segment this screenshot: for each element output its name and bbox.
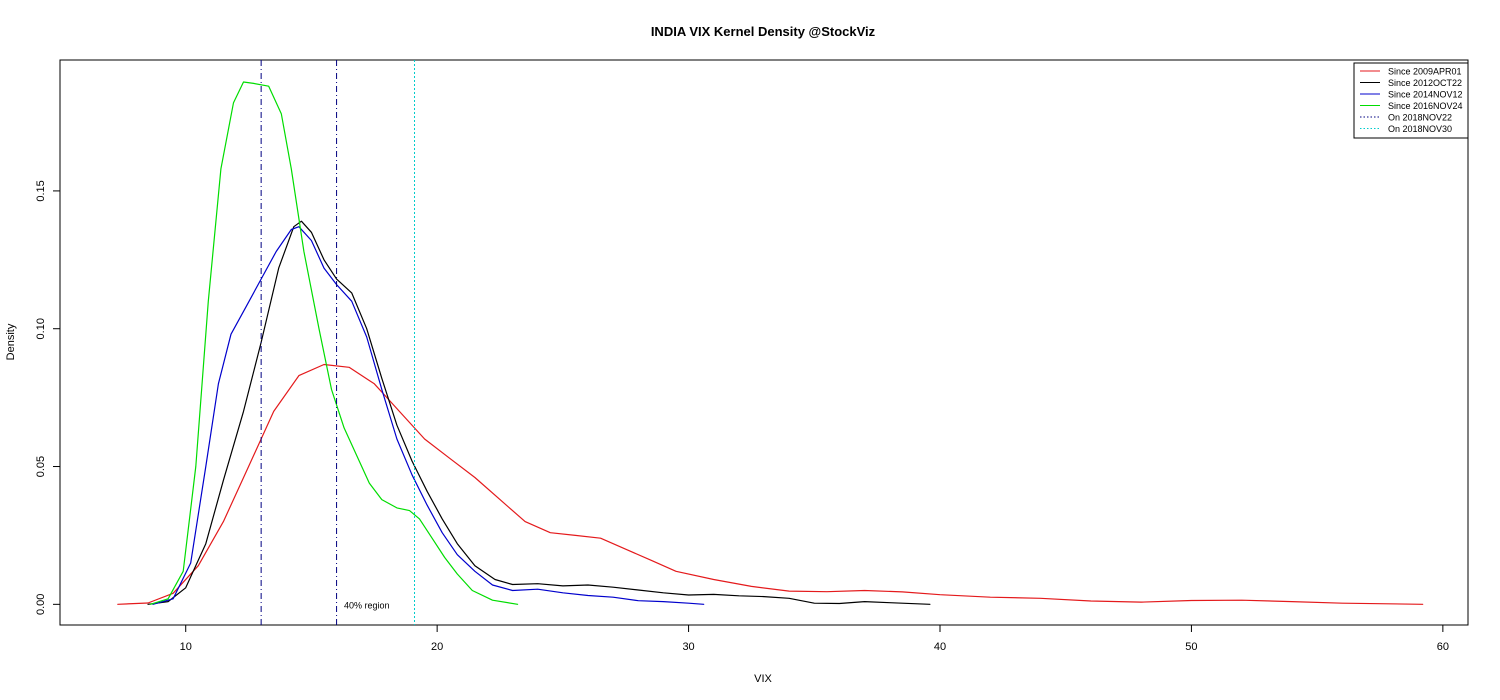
series-line-0 (117, 363, 1424, 605)
reference-lines (260, 60, 416, 625)
legend-box (1353, 62, 1469, 139)
x-tick-label: 60 (1437, 641, 1449, 653)
y-axis-label: Density (5, 323, 17, 360)
region-annotation: 40% region (344, 600, 390, 610)
chart-title: INDIA VIX Kernel Density @StockViz (651, 24, 876, 39)
x-axis: 10 20 30 40 50 60 (180, 625, 1449, 653)
y-tick-label: 0.05 (35, 456, 47, 477)
x-tick-label: 40 (934, 641, 946, 653)
x-tick-label: 50 (1185, 641, 1197, 653)
x-tick-label: 20 (431, 641, 443, 653)
legend-label: Since 2012OCT22 (1388, 78, 1462, 88)
legend-label: Since 2016NOV24 (1388, 101, 1463, 111)
x-axis-label: VIX (754, 673, 772, 685)
series-line-3 (149, 81, 519, 605)
series-line-2 (152, 226, 705, 605)
y-tick-label: 0.15 (35, 180, 47, 201)
legend-label: On 2018NOV22 (1388, 113, 1452, 123)
series-line-1 (147, 220, 931, 605)
plot-area (117, 81, 1424, 605)
plot-frame (59, 59, 1469, 626)
y-axis: 0.00 0.05 0.10 0.15 (35, 180, 60, 615)
y-tick-label: 0.00 (35, 594, 47, 615)
legend-label: On 2018NOV30 (1388, 124, 1452, 134)
x-tick-label: 30 (682, 641, 694, 653)
y-tick-label: 0.10 (35, 318, 47, 339)
legend-label: Since 2014NOV12 (1388, 90, 1463, 100)
legend-label: Since 2009APR01 (1388, 67, 1462, 77)
x-tick-label: 10 (180, 641, 192, 653)
